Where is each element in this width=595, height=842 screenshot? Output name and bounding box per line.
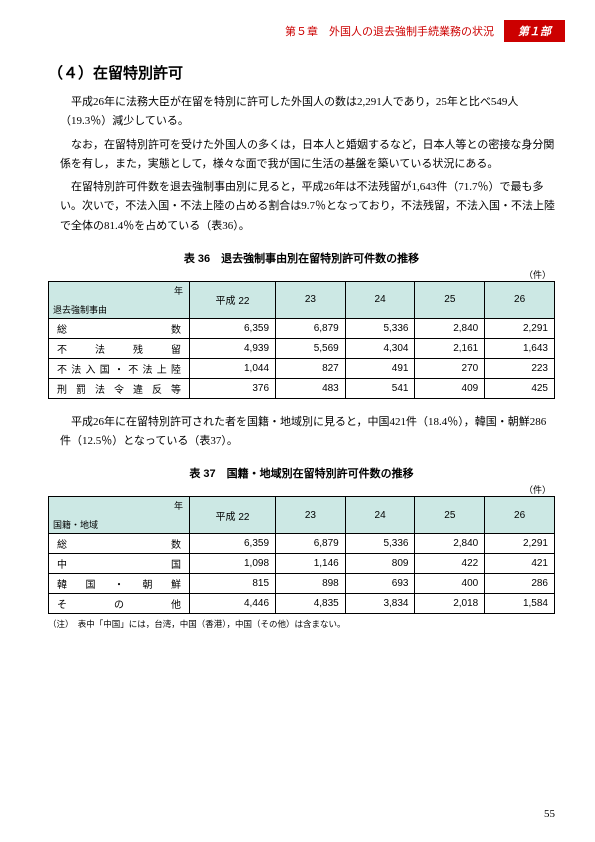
cell: 6,879 [276, 318, 346, 338]
cell: 2,291 [485, 318, 555, 338]
cell: 693 [345, 574, 415, 594]
cell: 483 [276, 378, 346, 398]
cell: 2,161 [415, 338, 485, 358]
cell: 286 [485, 574, 555, 594]
cell: 422 [415, 554, 485, 574]
category-label: 退去強制事由 [53, 303, 107, 316]
row-label: その他 [49, 594, 190, 614]
cell: 898 [276, 574, 346, 594]
cell: 2,840 [415, 318, 485, 338]
cell: 5,336 [345, 318, 415, 338]
row-label: 不法入国・不法上陸 [49, 358, 190, 378]
cell: 2,018 [415, 594, 485, 614]
col-header: 26 [485, 497, 555, 534]
row-label: 不法残留 [49, 338, 190, 358]
cell: 6,879 [276, 534, 346, 554]
row-label: 刑罰法令違反等 [49, 378, 190, 398]
table37: 年 国籍・地域 平成 22 23 24 25 26 総数6,3596,8795,… [48, 496, 555, 614]
cell: 425 [485, 378, 555, 398]
cell: 2,291 [485, 534, 555, 554]
cell: 1,584 [485, 594, 555, 614]
col-header: 26 [485, 281, 555, 318]
cell: 4,939 [190, 338, 276, 358]
col-header: 23 [276, 281, 346, 318]
cell: 2,840 [415, 534, 485, 554]
table37-note: （注） 表中「中国」には，台湾，中国（香港），中国（その他）は含まない。 [48, 618, 555, 630]
table37-unit: （件） [48, 483, 555, 496]
cell: 1,643 [485, 338, 555, 358]
part-label: 第１部 [504, 20, 565, 42]
cell: 4,835 [276, 594, 346, 614]
cell: 1,098 [190, 554, 276, 574]
table36-unit: （件） [48, 268, 555, 281]
cell: 541 [345, 378, 415, 398]
table-corner: 年 国籍・地域 [49, 497, 190, 534]
cell: 1,044 [190, 358, 276, 378]
table36: 年 退去強制事由 平成 22 23 24 25 26 総数6,3596,8795… [48, 281, 555, 399]
cell: 400 [415, 574, 485, 594]
row-label: 中国 [49, 554, 190, 574]
table36-caption: 表 36 退去強制事由別在留特別許可件数の推移 [48, 250, 555, 266]
table37-caption: 表 37 国籍・地域別在留特別許可件数の推移 [48, 465, 555, 481]
cell: 4,446 [190, 594, 276, 614]
paragraph: 在留特別許可件数を退去強制事由別に見ると，平成26年は不法残留が1,643件（7… [48, 178, 555, 236]
paragraph: 平成26年に在留特別許可された者を国籍・地域別に見ると，中国421件（18.4％… [48, 413, 555, 452]
paragraph: 平成26年に法務大臣が在留を特別に許可した外国人の数は2,291人であり，25年… [48, 93, 555, 132]
cell: 421 [485, 554, 555, 574]
year-label: 年 [174, 499, 183, 512]
col-header: 平成 22 [190, 497, 276, 534]
col-header: 24 [345, 281, 415, 318]
paragraph: なお，在留特別許可を受けた外国人の多くは，日本人と婚姻するなど，日本人等との密接… [48, 136, 555, 175]
row-label: 総数 [49, 534, 190, 554]
cell: 409 [415, 378, 485, 398]
category-label: 国籍・地域 [53, 518, 98, 531]
cell: 5,569 [276, 338, 346, 358]
page-number: 55 [544, 808, 555, 820]
cell: 3,834 [345, 594, 415, 614]
col-header: 25 [415, 281, 485, 318]
col-header: 25 [415, 497, 485, 534]
cell: 809 [345, 554, 415, 574]
col-header: 平成 22 [190, 281, 276, 318]
cell: 223 [485, 358, 555, 378]
cell: 5,336 [345, 534, 415, 554]
cell: 4,304 [345, 338, 415, 358]
row-label: 総数 [49, 318, 190, 338]
cell: 376 [190, 378, 276, 398]
col-header: 23 [276, 497, 346, 534]
cell: 270 [415, 358, 485, 378]
table-corner: 年 退去強制事由 [49, 281, 190, 318]
section-title: （４）在留特別許可 [48, 62, 555, 83]
cell: 827 [276, 358, 346, 378]
row-label: 韓国・朝鮮 [49, 574, 190, 594]
cell: 6,359 [190, 534, 276, 554]
cell: 1,146 [276, 554, 346, 574]
page-header: 第５章 外国人の退去強制手続業務の状況 第１部 [0, 0, 595, 42]
col-header: 24 [345, 497, 415, 534]
main-content: （４）在留特別許可 平成26年に法務大臣が在留を特別に許可した外国人の数は2,2… [0, 42, 595, 630]
cell: 6,359 [190, 318, 276, 338]
cell: 815 [190, 574, 276, 594]
year-label: 年 [174, 284, 183, 297]
cell: 491 [345, 358, 415, 378]
chapter-label: 第５章 外国人の退去強制手続業務の状況 [285, 23, 494, 39]
